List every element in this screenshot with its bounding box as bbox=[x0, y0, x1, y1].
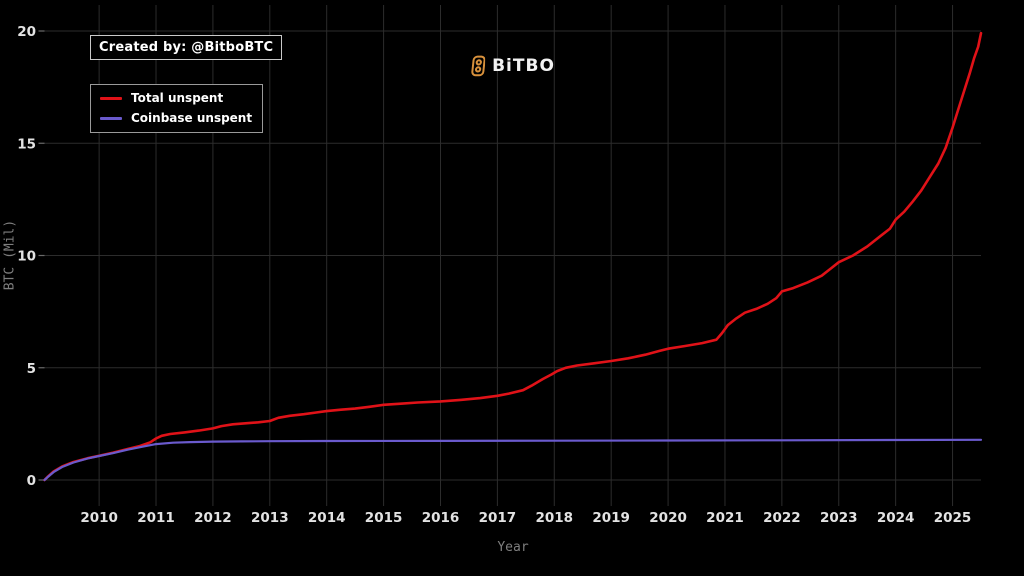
svg-text:2023: 2023 bbox=[820, 510, 858, 526]
svg-text:2010: 2010 bbox=[80, 510, 118, 526]
created-by-watermark: Created by: @BitboBTC bbox=[90, 35, 283, 60]
svg-text:2016: 2016 bbox=[422, 510, 460, 526]
svg-text:2018: 2018 bbox=[535, 510, 573, 526]
chart-legend: Total unspent Coinbase unspent bbox=[90, 84, 264, 133]
svg-text:2013: 2013 bbox=[251, 510, 289, 526]
bitbo-bitcoin-icon bbox=[469, 55, 486, 77]
svg-text:2019: 2019 bbox=[592, 510, 630, 526]
svg-text:2014: 2014 bbox=[308, 510, 346, 526]
brand-logo: BiTBO bbox=[469, 55, 555, 77]
legend-item-coinbase-unspent: Coinbase unspent bbox=[100, 111, 252, 125]
svg-text:5: 5 bbox=[27, 361, 36, 377]
svg-text:2022: 2022 bbox=[763, 510, 801, 526]
svg-text:2017: 2017 bbox=[479, 510, 517, 526]
svg-text:20: 20 bbox=[17, 24, 36, 40]
svg-text:2025: 2025 bbox=[934, 510, 972, 526]
created-by-text: Created by: @BitboBTC bbox=[99, 40, 274, 55]
svg-text:15: 15 bbox=[17, 136, 36, 152]
brand-name: BiTBO bbox=[492, 56, 555, 76]
legend-label: Total unspent bbox=[131, 91, 224, 105]
legend-item-total-unspent: Total unspent bbox=[100, 91, 252, 105]
svg-text:2020: 2020 bbox=[649, 510, 687, 526]
svg-text:10: 10 bbox=[17, 249, 36, 265]
svg-text:2021: 2021 bbox=[706, 510, 744, 526]
svg-text:2012: 2012 bbox=[194, 510, 232, 526]
svg-text:0: 0 bbox=[27, 473, 36, 489]
x-axis-label: Year bbox=[497, 540, 529, 555]
legend-label: Coinbase unspent bbox=[131, 111, 253, 125]
y-axis-label: BTC (Mil) bbox=[2, 219, 18, 291]
coinbase-unspent-line-swatch bbox=[100, 116, 122, 120]
svg-text:2024: 2024 bbox=[877, 510, 915, 526]
total-unspent-line-swatch bbox=[100, 96, 122, 100]
svg-text:2015: 2015 bbox=[365, 510, 403, 526]
svg-text:2011: 2011 bbox=[137, 510, 175, 526]
